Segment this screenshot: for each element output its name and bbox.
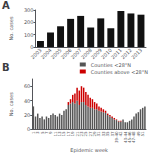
svg-text:39-40: 39-40 (114, 131, 119, 144)
svg-text:Epidemic week: Epidemic week (70, 147, 108, 153)
svg-text:7: 7 (44, 131, 49, 134)
svg-text:42: 42 (118, 131, 124, 137)
svg-text:2005: 2005 (49, 46, 63, 61)
svg-text:Counties <28°N: Counties <28°N (91, 62, 132, 68)
svg-text:2006: 2006 (59, 46, 73, 61)
svg-text:1: 1 (30, 131, 36, 134)
svg-text:300: 300 (24, 7, 34, 13)
svg-text:2013: 2013 (130, 47, 143, 60)
svg-text:25: 25 (83, 131, 89, 137)
svg-text:No. cases: No. cases (8, 16, 14, 40)
svg-text:49: 49 (135, 131, 141, 137)
svg-text:200: 200 (24, 19, 34, 25)
svg-text:15: 15 (61, 131, 67, 137)
svg-text:0: 0 (30, 44, 33, 50)
svg-text:B: B (2, 62, 10, 73)
svg-text:33: 33 (100, 131, 106, 137)
svg-text:17: 17 (65, 131, 71, 137)
svg-text:21: 21 (74, 131, 80, 137)
svg-text:11: 11 (52, 131, 58, 137)
svg-text:3: 3 (35, 131, 41, 134)
svg-text:43-44: 43-44 (122, 131, 128, 144)
svg-text:60: 60 (24, 83, 30, 89)
svg-text:2003: 2003 (29, 46, 43, 61)
svg-text:Counties above <28°N: Counties above <28°N (91, 69, 148, 75)
svg-text:23: 23 (79, 131, 84, 137)
svg-text:2007: 2007 (69, 46, 83, 61)
svg-text:45-46: 45-46 (127, 131, 133, 144)
svg-text:40: 40 (24, 98, 30, 104)
svg-text:13: 13 (57, 131, 63, 137)
svg-text:5: 5 (39, 131, 45, 134)
svg-text:A: A (2, 0, 10, 11)
svg-text:31: 31 (96, 131, 102, 137)
svg-text:47-48: 47-48 (131, 131, 137, 144)
svg-text:37: 37 (109, 131, 115, 137)
svg-text:9: 9 (48, 131, 54, 134)
svg-text:0: 0 (27, 126, 30, 132)
svg-text:2012: 2012 (119, 46, 133, 61)
svg-text:35: 35 (105, 131, 111, 137)
svg-text:2004: 2004 (39, 46, 53, 61)
svg-text:No. cases: No. cases (8, 92, 14, 116)
svg-text:100: 100 (24, 32, 34, 38)
svg-text:29: 29 (92, 131, 98, 137)
svg-text:27: 27 (87, 131, 93, 137)
svg-text:2009: 2009 (89, 46, 103, 61)
svg-text:2010: 2010 (99, 46, 113, 61)
svg-text:2008: 2008 (79, 46, 93, 61)
svg-text:2011: 2011 (109, 46, 123, 61)
svg-text:20: 20 (24, 112, 30, 118)
svg-text:51: 51 (140, 131, 145, 137)
svg-text:19: 19 (70, 131, 76, 137)
